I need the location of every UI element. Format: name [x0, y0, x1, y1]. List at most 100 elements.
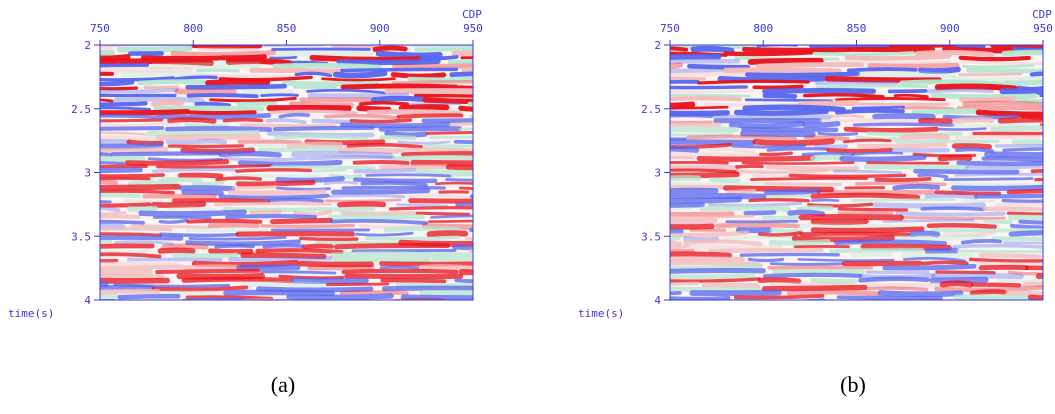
seismic-reflection [100, 284, 156, 291]
seismic-reflection [839, 154, 927, 163]
seismic-reflection [954, 173, 1043, 177]
seismic-reflection [269, 56, 298, 60]
seismic-reflection [850, 251, 892, 258]
seismic-reflection [978, 252, 1042, 259]
seismic-reflection [240, 123, 336, 128]
seismic-reflection [200, 73, 291, 78]
seismic-reflection [231, 185, 279, 190]
y-axis-label: time(s) [8, 307, 54, 320]
seismic-reflection [330, 251, 440, 259]
seismic-reflection [100, 268, 153, 276]
seismic-reflection [472, 111, 473, 114]
seismic-reflection [670, 175, 702, 182]
seismic-reflection [272, 125, 375, 132]
seismic-reflection [931, 93, 1038, 100]
seismic-reflection [856, 142, 948, 149]
seismic-reflection [841, 260, 923, 267]
seismic-reflection [186, 93, 259, 99]
seismic-reflection [100, 126, 165, 131]
seismic-reflection [265, 118, 307, 125]
seismic-reflection [670, 112, 714, 119]
seismic-reflection [197, 47, 260, 53]
seismic-reflection [100, 232, 163, 237]
seismic-reflection [872, 202, 986, 209]
seismic-reflection [707, 147, 756, 154]
seismic-reflection [973, 193, 1043, 199]
seismic-reflection [744, 71, 861, 78]
seismic-reflection [241, 88, 294, 95]
seismic-reflection [920, 206, 986, 212]
seismic-reflection [739, 252, 840, 257]
seismic-reflection [167, 144, 245, 148]
seismic-reflection [100, 54, 131, 62]
seismic-reflection [324, 113, 401, 120]
seismic-reflection [851, 105, 905, 110]
seismic-reflection [146, 129, 261, 137]
seismic-reflection [100, 155, 146, 163]
seismic-reflection [670, 187, 719, 194]
seismic-reflection [670, 193, 767, 200]
seismic-reflection [100, 235, 184, 241]
seismic-reflection [650, 304, 758, 305]
seismic-reflection [946, 299, 1043, 300]
seismic-reflection [269, 165, 376, 170]
x-tick-label: 950 [1033, 22, 1053, 35]
y-tick-label: 3 [84, 167, 91, 180]
seismic-reflection [380, 278, 447, 284]
seismic-reflection [100, 45, 114, 52]
seismic-reflection [366, 109, 462, 116]
seismic-reflection [826, 304, 900, 305]
seismic-reflection [298, 236, 359, 242]
seismic-reflection [997, 116, 1043, 124]
seismic-reflection [670, 62, 683, 70]
seismic-reflection [239, 298, 303, 300]
seismic-reflection [458, 85, 473, 90]
seismic-reflection [309, 55, 423, 63]
seismic-reflection [828, 247, 924, 254]
seismic-reflection [670, 264, 764, 271]
seismic-reflection [487, 209, 560, 210]
seismic-reflection [690, 45, 735, 54]
seismic-reflection [788, 173, 907, 179]
seismic-reflection [801, 152, 855, 156]
seismic-reflection [155, 133, 262, 141]
x-axis-label: CDP [1032, 8, 1052, 21]
seismic-reflection [701, 282, 761, 289]
seismic-reflection [696, 155, 816, 162]
seismic-reflection [100, 239, 113, 244]
seismic-reflection [956, 249, 1043, 254]
seismic-reflection [958, 72, 1023, 77]
seismic-reflection [810, 192, 921, 200]
seismic-reflection [852, 122, 955, 127]
seismic-reflection [170, 50, 277, 58]
seismic-reflection [852, 151, 904, 156]
seismic-reflection [458, 105, 473, 112]
seismic-reflection [185, 239, 301, 247]
seismic-reflection [290, 277, 369, 285]
seismic-reflection [158, 290, 220, 296]
seismic-reflection [699, 205, 792, 213]
seismic-reflection [100, 202, 152, 208]
seismic-reflection [911, 108, 976, 116]
seismic-reflection [1003, 79, 1043, 86]
seismic-reflection [454, 278, 473, 284]
seismic-reflection [743, 210, 777, 216]
seismic-reflection [1042, 136, 1043, 139]
seismic-reflection [759, 151, 793, 157]
seismic-reflection [100, 164, 148, 169]
seismic-reflection [892, 184, 941, 191]
seismic-reflection [818, 118, 922, 124]
seismic-reflection [352, 177, 438, 184]
seismic-reflection [900, 252, 975, 259]
seismic-reflection [1017, 85, 1043, 90]
seismic-reflection [438, 305, 476, 306]
seismic-reflection [937, 154, 973, 162]
seismic-reflection [961, 63, 1035, 69]
seismic-reflection [670, 202, 705, 208]
seismic-reflection [185, 295, 274, 300]
seismic-reflection [796, 223, 917, 230]
seismic-reflection [155, 112, 272, 120]
seismic-reflection [769, 281, 854, 288]
seismic-image [650, 45, 1043, 305]
